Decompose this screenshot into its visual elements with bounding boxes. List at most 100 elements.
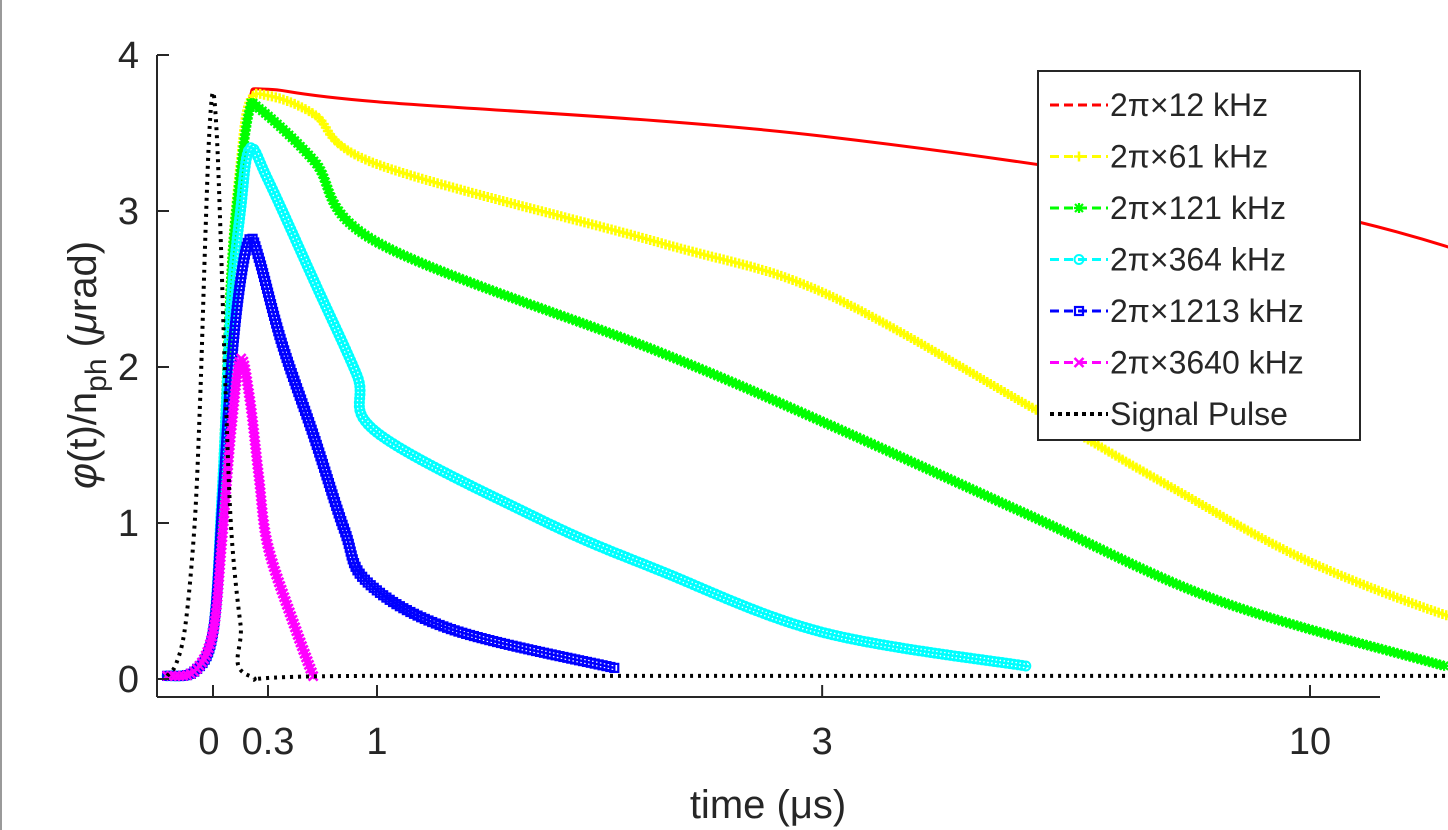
data-point <box>1284 618 1295 629</box>
data-point <box>362 418 374 430</box>
data-point <box>597 325 608 336</box>
data-point <box>465 277 476 288</box>
x-axis-label: time (μs) <box>690 783 846 827</box>
data-point <box>771 396 782 407</box>
data-point <box>1273 615 1284 626</box>
axes <box>156 55 1380 698</box>
legend: 2π×12 kHz 2π×61 kHz 2π×121 kHz 2π×364 kHz 2π… <box>1037 70 1361 441</box>
data-point <box>612 330 623 341</box>
legend-entry: 2π×1213 kHz <box>1050 293 1304 329</box>
data-point <box>712 370 723 381</box>
data-point <box>1102 547 1113 558</box>
data-point <box>679 357 690 368</box>
data-point <box>574 317 585 328</box>
legend-box <box>1037 70 1361 441</box>
data-point <box>778 399 789 410</box>
data-point <box>627 336 638 347</box>
data-point <box>888 448 899 459</box>
data-point <box>1052 523 1063 534</box>
legend-label: 2π×61 kHz <box>1110 139 1268 175</box>
data-point <box>1223 599 1234 610</box>
data-point <box>1098 545 1109 556</box>
data-point <box>321 180 332 191</box>
data-point <box>1008 503 1019 514</box>
data-point <box>902 455 913 466</box>
data-point <box>533 302 544 313</box>
data-point <box>417 258 428 269</box>
data-point <box>826 420 837 431</box>
data-point <box>804 410 815 421</box>
data-point <box>552 309 563 320</box>
data-point <box>1171 579 1182 590</box>
data-point <box>353 397 365 409</box>
series-6 <box>165 90 1448 682</box>
data-point <box>402 252 413 263</box>
data-point <box>859 435 870 446</box>
data-point <box>1439 660 1448 671</box>
data-point <box>320 176 331 187</box>
y-label-sub: ph <box>80 358 113 391</box>
legend-label: 2π×364 kHz <box>1110 242 1286 278</box>
data-point <box>388 245 399 256</box>
data-point <box>986 493 997 504</box>
data-point <box>917 461 928 472</box>
data-point <box>734 380 745 391</box>
data-point <box>1088 540 1099 551</box>
data-point <box>764 393 775 404</box>
data-point <box>1250 608 1261 619</box>
data-point <box>319 173 330 184</box>
data-point <box>608 329 619 340</box>
legend-entry: Signal Pulse <box>1050 396 1288 432</box>
legend-label: 2π×1213 kHz <box>1110 293 1304 329</box>
data-point <box>480 283 491 294</box>
data-point <box>1030 512 1041 523</box>
data-point <box>767 394 778 405</box>
data-point <box>563 313 574 324</box>
data-point <box>671 354 682 365</box>
data-point <box>982 491 993 502</box>
data-point <box>503 291 514 302</box>
data-point <box>1201 591 1212 602</box>
data-point <box>439 267 450 278</box>
data-point <box>971 486 982 497</box>
data-point <box>623 335 634 346</box>
data-point <box>1084 538 1095 549</box>
data-point <box>1109 550 1120 561</box>
data-point <box>1041 518 1052 529</box>
data-point <box>327 195 338 206</box>
data-point <box>1026 511 1037 522</box>
data-point <box>473 280 484 291</box>
data-point <box>1153 571 1164 582</box>
data-point <box>979 489 990 500</box>
data-point <box>1095 543 1106 554</box>
data-point <box>1204 592 1215 603</box>
data-point <box>1238 604 1249 615</box>
data-point <box>993 496 1004 507</box>
data-point <box>694 363 705 374</box>
data-point <box>1190 586 1201 597</box>
data-point <box>317 169 328 180</box>
data-point <box>529 300 540 311</box>
ticks-layer: 00.313103010001234 <box>118 35 1331 763</box>
data-point <box>1220 597 1231 608</box>
data-point <box>1175 580 1186 591</box>
data-point <box>1120 556 1131 567</box>
data-point <box>789 404 800 415</box>
data-point <box>609 662 620 673</box>
data-point <box>537 303 548 314</box>
legend-label: 2π×3640 kHz <box>1110 345 1304 381</box>
data-point <box>811 414 822 425</box>
data-point <box>953 478 964 489</box>
data-point <box>1231 601 1242 612</box>
y-axis-label: φ(t)/nph (μrad) <box>61 241 113 489</box>
data-point <box>745 385 756 396</box>
data-point <box>950 476 961 487</box>
data-point <box>1037 516 1048 527</box>
y-tick-label: 2 <box>118 347 139 389</box>
data-point <box>1127 559 1138 570</box>
data-point <box>454 273 465 284</box>
data-point <box>450 271 461 282</box>
data-point <box>906 456 917 467</box>
data-point <box>964 483 975 494</box>
data-point <box>443 268 454 279</box>
